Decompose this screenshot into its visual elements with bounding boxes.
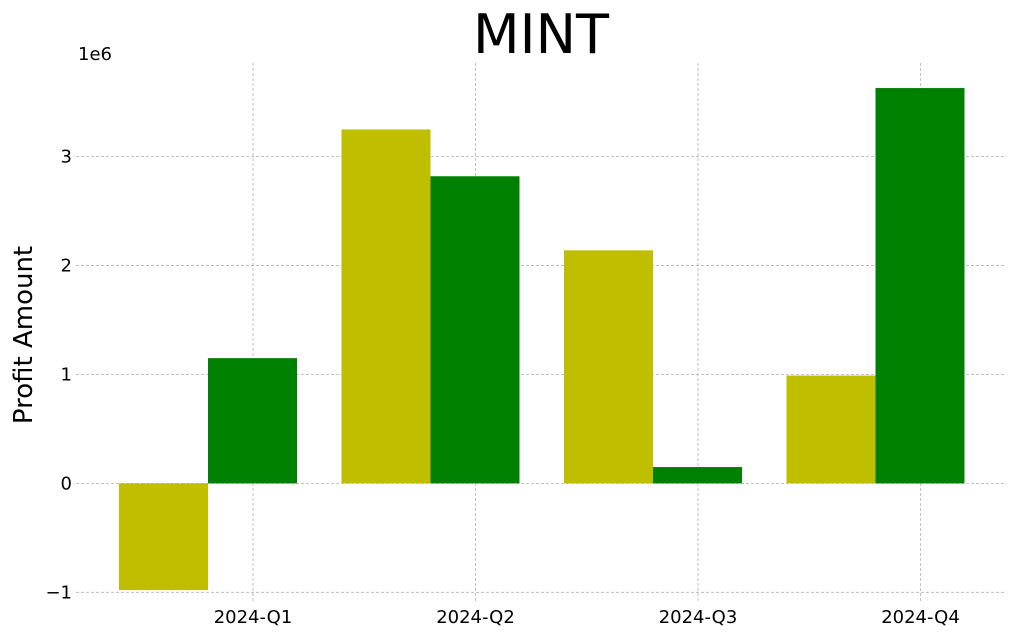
- bar-2024-q1-series-1: [119, 483, 208, 591]
- x-tick-label: 2024-Q3: [659, 607, 738, 628]
- bar-2024-q2-series-1: [341, 129, 431, 484]
- chart-title: MINT: [473, 3, 610, 66]
- y-axis-label: Profit Amount: [9, 246, 39, 424]
- y-tick-label: 0: [61, 473, 72, 494]
- y-tick-label: 3: [61, 147, 72, 168]
- x-tick-label: 2024-Q1: [214, 607, 293, 628]
- grid-layer: [76, 63, 1006, 601]
- x-tick-label: 2024-Q4: [881, 607, 960, 628]
- x-tick-label: 2024-Q2: [436, 607, 515, 628]
- y-tick-label: 2: [61, 256, 72, 277]
- y-offset-label: 1e6: [78, 44, 112, 65]
- bar-2024-q3-series-2: [653, 467, 742, 484]
- y-tick-label: −1: [45, 582, 72, 603]
- bar-2024-q4-series-2: [875, 88, 965, 484]
- bar-2024-q4-series-1: [786, 375, 876, 484]
- bar-2024-q1-series-2: [208, 358, 297, 484]
- y-tick-label: 1: [61, 364, 72, 385]
- bar-layer: [119, 88, 965, 591]
- label-layer: −1 0 1 2 3 2024-Q1 2024-Q2 2024-Q3 2024-Q4: [45, 147, 959, 628]
- bar-2024-q3-series-1: [564, 250, 653, 484]
- bar-2024-q2-series-2: [430, 176, 520, 484]
